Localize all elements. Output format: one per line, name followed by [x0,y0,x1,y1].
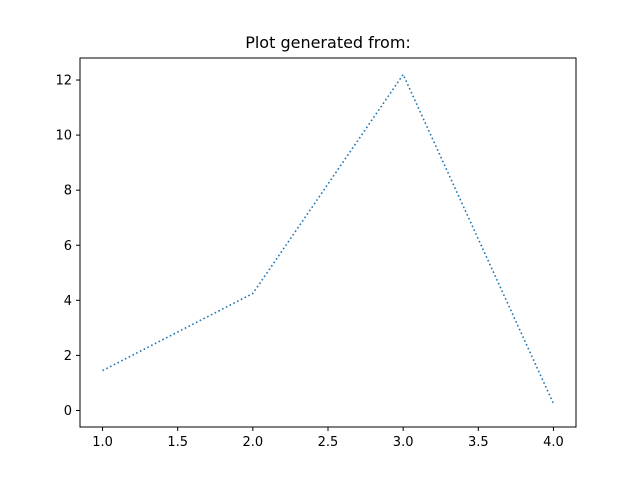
y-tick-label: 0 [64,404,72,419]
x-tick-label: 3.5 [468,435,489,450]
y-tick-label: 10 [55,129,72,144]
x-tick-label: 4.0 [543,435,564,450]
x-tick-label: 2.0 [243,435,264,450]
y-tick-label: 6 [64,239,72,254]
y-tick-label: 12 [55,74,72,89]
chart-title: Plot generated from: [245,33,411,52]
y-tick-label: 4 [64,294,72,309]
x-tick-label: 1.5 [167,435,188,450]
x-tick-label: 2.5 [318,435,339,450]
axes-frame [79,57,577,428]
y-tick-label: 2 [64,349,72,364]
axes: 1.0 1.5 2.0 2.5 3.0 3.5 4.0 0 2 4 6 8 10 12 [55,74,563,450]
series-layer [102,72,555,404]
series-line [102,72,555,404]
y-tick-label: 8 [64,184,72,199]
x-tick-label: 1.0 [92,435,113,450]
x-tick-label: 3.0 [393,435,414,450]
